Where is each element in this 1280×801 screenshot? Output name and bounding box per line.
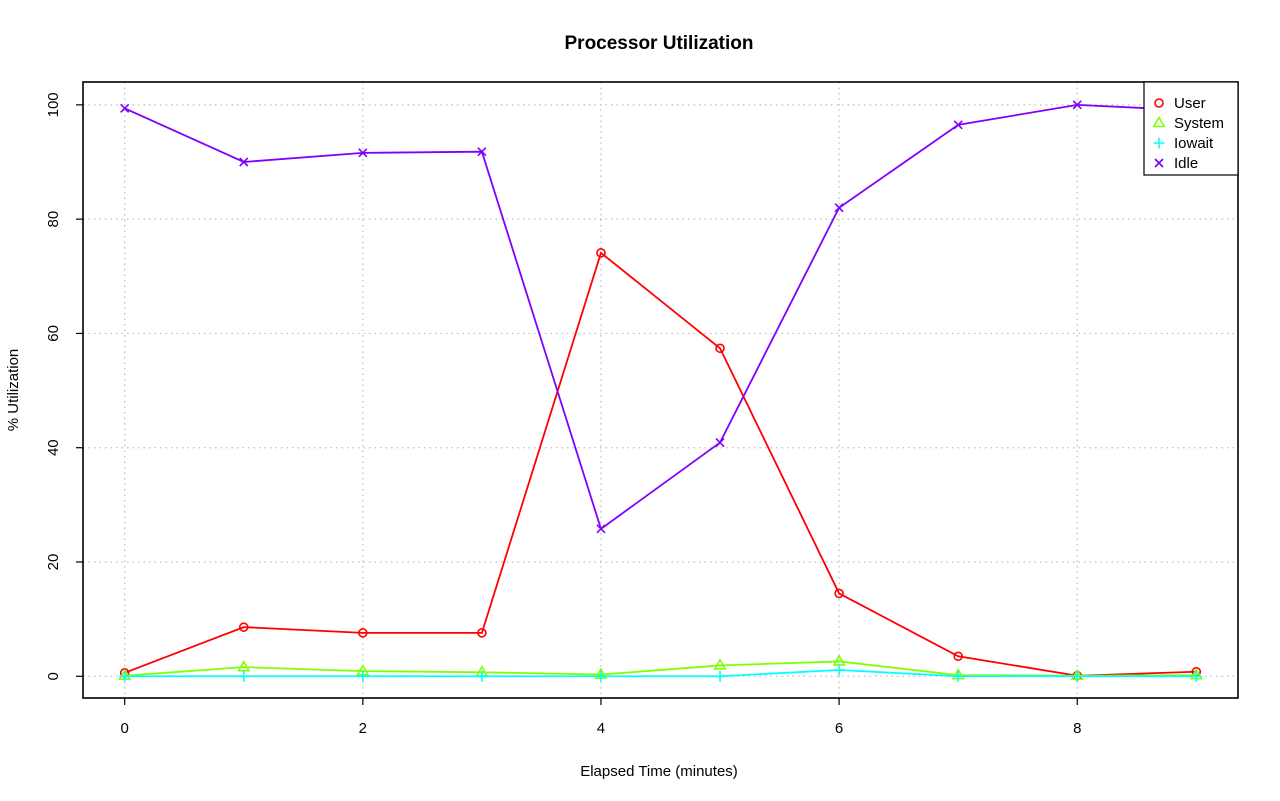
y-axis-label: % Utilization — [5, 349, 22, 432]
data-point-iowait — [833, 664, 845, 676]
legend-label-idle: Idle — [1174, 155, 1198, 172]
x-tick-label: 4 — [597, 720, 605, 737]
data-point-iowait — [357, 670, 369, 682]
data-point-idle — [953, 120, 963, 130]
y-tick-label: 80 — [45, 211, 62, 228]
y-tick-label: 60 — [45, 325, 62, 342]
data-point-idle — [120, 103, 130, 113]
legend: User System Iowait Idle — [1143, 81, 1239, 176]
data-point-iowait — [476, 670, 488, 682]
x-tick-label: 2 — [359, 720, 367, 737]
series-line-idle — [124, 103, 1197, 531]
x-axis-label: Elapsed Time (minutes) — [580, 763, 738, 780]
series-line-iowait — [124, 669, 1197, 678]
data-point-iowait — [1071, 670, 1083, 682]
data-point-user — [238, 622, 249, 632]
data-point-idle — [358, 148, 368, 158]
chart-title: Processor Utilization — [565, 33, 754, 54]
legend-marker-idle — [1154, 158, 1164, 168]
series-iowait — [119, 664, 1202, 682]
legend-marker-system — [1152, 115, 1166, 128]
data-point-idle — [834, 203, 844, 213]
series-user — [119, 248, 1202, 681]
x-tick-label: 0 — [121, 720, 129, 737]
grid — [83, 82, 1238, 698]
plot-frame — [82, 81, 1239, 699]
data-point-user — [953, 651, 963, 662]
series-line-user — [124, 251, 1197, 677]
data-point-iowait — [238, 670, 250, 682]
data-point-user — [715, 343, 725, 354]
data-point-system — [237, 660, 251, 672]
series-idle — [120, 100, 1201, 534]
legend-label-system: System — [1174, 115, 1224, 132]
data-point-iowait — [952, 670, 964, 682]
legend-marker-user — [1154, 98, 1164, 108]
data-point-iowait — [714, 670, 726, 682]
data-point-system — [713, 658, 727, 670]
data-point-user — [596, 248, 606, 258]
legend-box — [1143, 81, 1239, 176]
data-point-iowait — [1190, 670, 1202, 682]
y-tick-label: 20 — [45, 554, 62, 571]
data-point-user — [358, 628, 368, 638]
data-point-idle — [596, 524, 606, 534]
x-tick-label: 6 — [835, 720, 843, 737]
legend-label-iowait: Iowait — [1174, 135, 1214, 152]
data-point-user — [477, 628, 487, 638]
data-point-idle — [715, 438, 725, 448]
data-point-iowait — [119, 670, 131, 682]
series-layer — [118, 100, 1203, 682]
y-tick-label: 0 — [45, 672, 62, 680]
legend-label-user: User — [1174, 95, 1206, 112]
data-point-user — [834, 588, 844, 599]
data-point-iowait — [595, 670, 607, 682]
x-tick-label: 8 — [1073, 720, 1081, 737]
legend-marker-iowait — [1153, 137, 1165, 149]
y-tick-label: 40 — [45, 439, 62, 456]
data-point-idle — [239, 157, 249, 167]
y-tick-label: 100 — [45, 92, 62, 117]
data-point-idle — [477, 147, 487, 157]
data-point-idle — [1072, 100, 1082, 110]
